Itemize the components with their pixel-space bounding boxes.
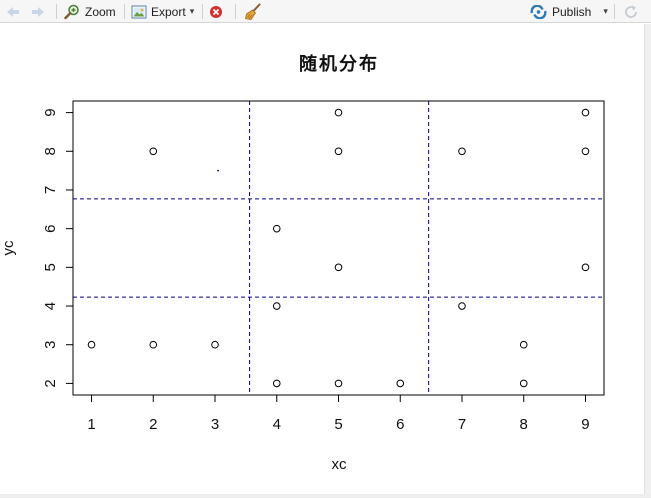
publish-label: Publish xyxy=(552,4,592,19)
data-point xyxy=(458,147,466,156)
export-button[interactable]: Export ▾ xyxy=(131,3,194,20)
plot-frame xyxy=(72,100,605,396)
data-point xyxy=(87,340,96,349)
y-tick-label: 8 xyxy=(42,147,59,155)
data-point xyxy=(334,108,343,117)
data-point xyxy=(149,340,158,349)
scatter-chart: 随机分布 1 2 3 4 5 6 7 8 9 2 3 4 5 6 7 8 9 xc yc xyxy=(0,53,605,473)
arrow-right-icon xyxy=(32,6,44,17)
data-point xyxy=(334,263,343,272)
data-points xyxy=(87,108,590,388)
y-tick-label: 7 xyxy=(42,186,59,194)
right-scrollbar[interactable] xyxy=(644,24,651,498)
y-tick-label: 9 xyxy=(42,108,59,116)
bottom-edge xyxy=(0,494,651,498)
x-tick-label: 6 xyxy=(396,416,404,433)
plot-viewer: 随机分布 1 2 3 4 5 6 7 8 9 2 3 4 5 6 7 8 9 xc yc xyxy=(0,24,644,494)
image-export-icon xyxy=(131,5,147,18)
data-point xyxy=(519,340,528,349)
plot-toolbar: Zoom Export ▾ P xyxy=(0,0,651,23)
data-point xyxy=(458,302,466,310)
data-point xyxy=(581,263,590,272)
broom-icon xyxy=(245,3,261,20)
x-tick-label: 9 xyxy=(581,416,589,433)
marker-dot xyxy=(217,169,219,172)
zoom-label: Zoom xyxy=(85,4,116,19)
y-tick-label: 5 xyxy=(42,263,59,271)
data-point xyxy=(334,147,343,156)
y-tick-label: 4 xyxy=(42,302,59,310)
x-tick-label: 2 xyxy=(149,416,157,433)
data-point xyxy=(272,224,281,233)
y-tick-label: 3 xyxy=(42,341,59,349)
refresh-icon xyxy=(625,5,637,18)
data-point xyxy=(396,379,405,388)
y-axis-label: yc xyxy=(0,240,17,256)
arrow-left-icon xyxy=(7,6,19,17)
chart-title: 随机分布 xyxy=(299,53,379,74)
back-button[interactable] xyxy=(6,3,20,20)
chevron-down-icon: ▾ xyxy=(189,6,195,16)
y-tick-label: 6 xyxy=(42,224,59,232)
chevron-down-icon: ▾ xyxy=(603,6,608,16)
x-tick-label: 8 xyxy=(520,416,528,433)
remove-plot-icon xyxy=(210,5,222,18)
x-tick-label: 4 xyxy=(273,416,281,433)
x-tick-label: 3 xyxy=(211,416,219,433)
data-point xyxy=(581,147,590,156)
remove-plot-button[interactable] xyxy=(209,3,223,20)
y-axis: 2 3 4 5 6 7 8 9 xyxy=(42,108,74,388)
data-point xyxy=(149,147,158,156)
y-tick-label: 2 xyxy=(42,379,59,387)
data-point xyxy=(272,379,281,388)
data-point xyxy=(211,340,219,349)
x-tick-label: 5 xyxy=(334,416,342,433)
forward-button[interactable] xyxy=(31,3,45,20)
x-axis-label: xc xyxy=(332,456,348,473)
publish-button[interactable]: Publish ▾ xyxy=(530,3,608,20)
data-point xyxy=(581,108,590,117)
zoom-button[interactable]: Zoom xyxy=(64,3,116,20)
x-tick-label: 7 xyxy=(458,416,466,433)
refresh-button[interactable] xyxy=(623,3,639,20)
clear-plots-button[interactable] xyxy=(244,3,262,20)
data-point xyxy=(334,379,343,388)
divider-lines xyxy=(73,101,604,395)
data-point xyxy=(519,379,528,388)
export-label: Export xyxy=(151,4,186,19)
publish-icon xyxy=(530,4,547,19)
magnifier-icon xyxy=(64,4,79,19)
data-point xyxy=(272,302,281,310)
x-axis: 1 2 3 4 5 6 7 8 9 xyxy=(87,394,590,433)
x-tick-label: 1 xyxy=(87,416,95,433)
